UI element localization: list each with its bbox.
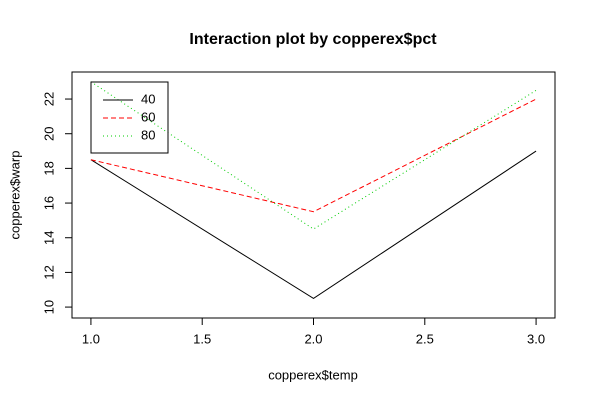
legend-box: [90, 81, 169, 154]
legend-label: 80: [141, 127, 155, 142]
y-tick-label: 20: [41, 126, 56, 140]
x-tick-label: 1.5: [193, 331, 211, 346]
y-tick-label: 10: [41, 300, 56, 314]
chart-title: Interaction plot by copperex$pct: [189, 31, 437, 48]
y-tick-label: 14: [41, 230, 56, 244]
legend-label: 40: [141, 91, 155, 106]
y-tick-label: 12: [41, 265, 56, 279]
y-tick-label: 18: [41, 161, 56, 175]
x-tick-label: 2.0: [304, 331, 322, 346]
x-tick-label: 1.0: [82, 331, 100, 346]
legend-label: 60: [141, 109, 155, 124]
series-line: [90, 98, 537, 213]
x-axis-label: copperex$temp: [268, 367, 358, 382]
series-line: [90, 81, 537, 230]
y-axis-label: copperex$warp: [7, 151, 22, 240]
x-tick-label: 2.5: [416, 331, 434, 346]
y-tick-label: 16: [41, 196, 56, 210]
x-tick-label: 3.0: [527, 331, 545, 346]
y-tick-label: 22: [41, 92, 56, 106]
series-line: [90, 150, 537, 300]
